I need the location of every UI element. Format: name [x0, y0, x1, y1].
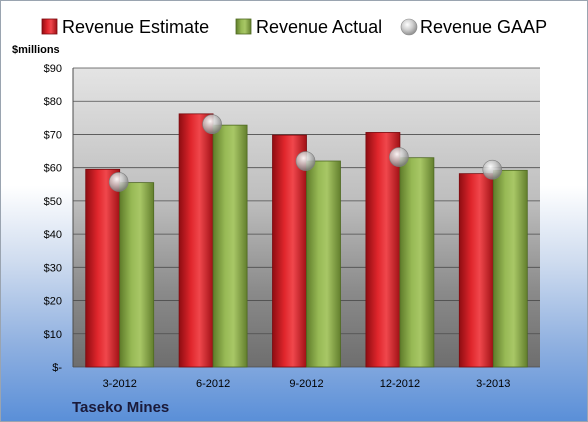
- marker-revenue-gaap: [108, 172, 129, 192]
- legend-swatch-estimate: [41, 18, 58, 35]
- bar-revenue-actual: [119, 182, 155, 368]
- x-tick-label: 3-2013: [476, 378, 510, 390]
- legend-item-gaap: Revenue GAAP: [400, 17, 547, 37]
- bar-revenue-actual: [212, 124, 248, 368]
- gaap-markers: [108, 114, 503, 192]
- bar-revenue-estimate: [365, 132, 401, 368]
- legend-label-gaap: Revenue GAAP: [420, 17, 547, 37]
- x-tick-label: 12-2012: [380, 378, 420, 390]
- x-tick-label: 3-2012: [103, 378, 137, 390]
- x-tick-label: 9-2012: [289, 378, 323, 390]
- y-tick-label: $20: [44, 296, 62, 308]
- legend-item-estimate: Revenue Estimate: [41, 17, 209, 37]
- bar-revenue-estimate: [458, 173, 494, 368]
- marker-revenue-gaap: [202, 114, 222, 134]
- y-tick-label: $70: [44, 129, 62, 141]
- bar-revenue-actual: [399, 157, 435, 368]
- y-axis-unit: $millions: [12, 44, 60, 56]
- bar-revenue-estimate: [178, 113, 214, 368]
- bar-revenue-actual: [492, 169, 528, 368]
- marker-revenue-gaap: [295, 151, 316, 171]
- bar-revenue-estimate: [85, 168, 121, 368]
- company-name: Taseko Mines: [72, 399, 169, 416]
- x-tick-label: 6-2012: [196, 378, 230, 390]
- y-tick-label: $80: [44, 96, 62, 108]
- y-tick-label: $30: [44, 262, 62, 274]
- bars: [85, 113, 528, 368]
- legend-label-actual: Revenue Actual: [256, 17, 382, 37]
- marker-revenue-gaap: [482, 159, 503, 180]
- marker-revenue-gaap: [389, 147, 409, 167]
- legend-swatch-actual: [235, 18, 252, 35]
- y-tick-label: $10: [44, 329, 62, 341]
- y-tick-label: $40: [44, 229, 62, 241]
- legend: Revenue Estimate Revenue Actual Revenue …: [41, 17, 547, 37]
- legend-swatch-gaap: [400, 18, 418, 36]
- legend-label-estimate: Revenue Estimate: [62, 17, 209, 37]
- bar-revenue-actual: [306, 160, 341, 368]
- y-tick-label: $50: [44, 196, 62, 208]
- y-tick-label: $-: [52, 362, 62, 374]
- y-tick-label: $90: [44, 63, 62, 75]
- x-axis-ticks: 3-2012 6-2012 9-2012 12-2012 3-2013: [103, 378, 511, 390]
- bar-revenue-estimate: [272, 134, 307, 368]
- legend-item-actual: Revenue Actual: [235, 17, 382, 37]
- y-tick-label: $60: [44, 163, 62, 175]
- y-axis-ticks: $- $10 $20 $30 $40 $50 $60 $70 $80 $90: [44, 63, 63, 374]
